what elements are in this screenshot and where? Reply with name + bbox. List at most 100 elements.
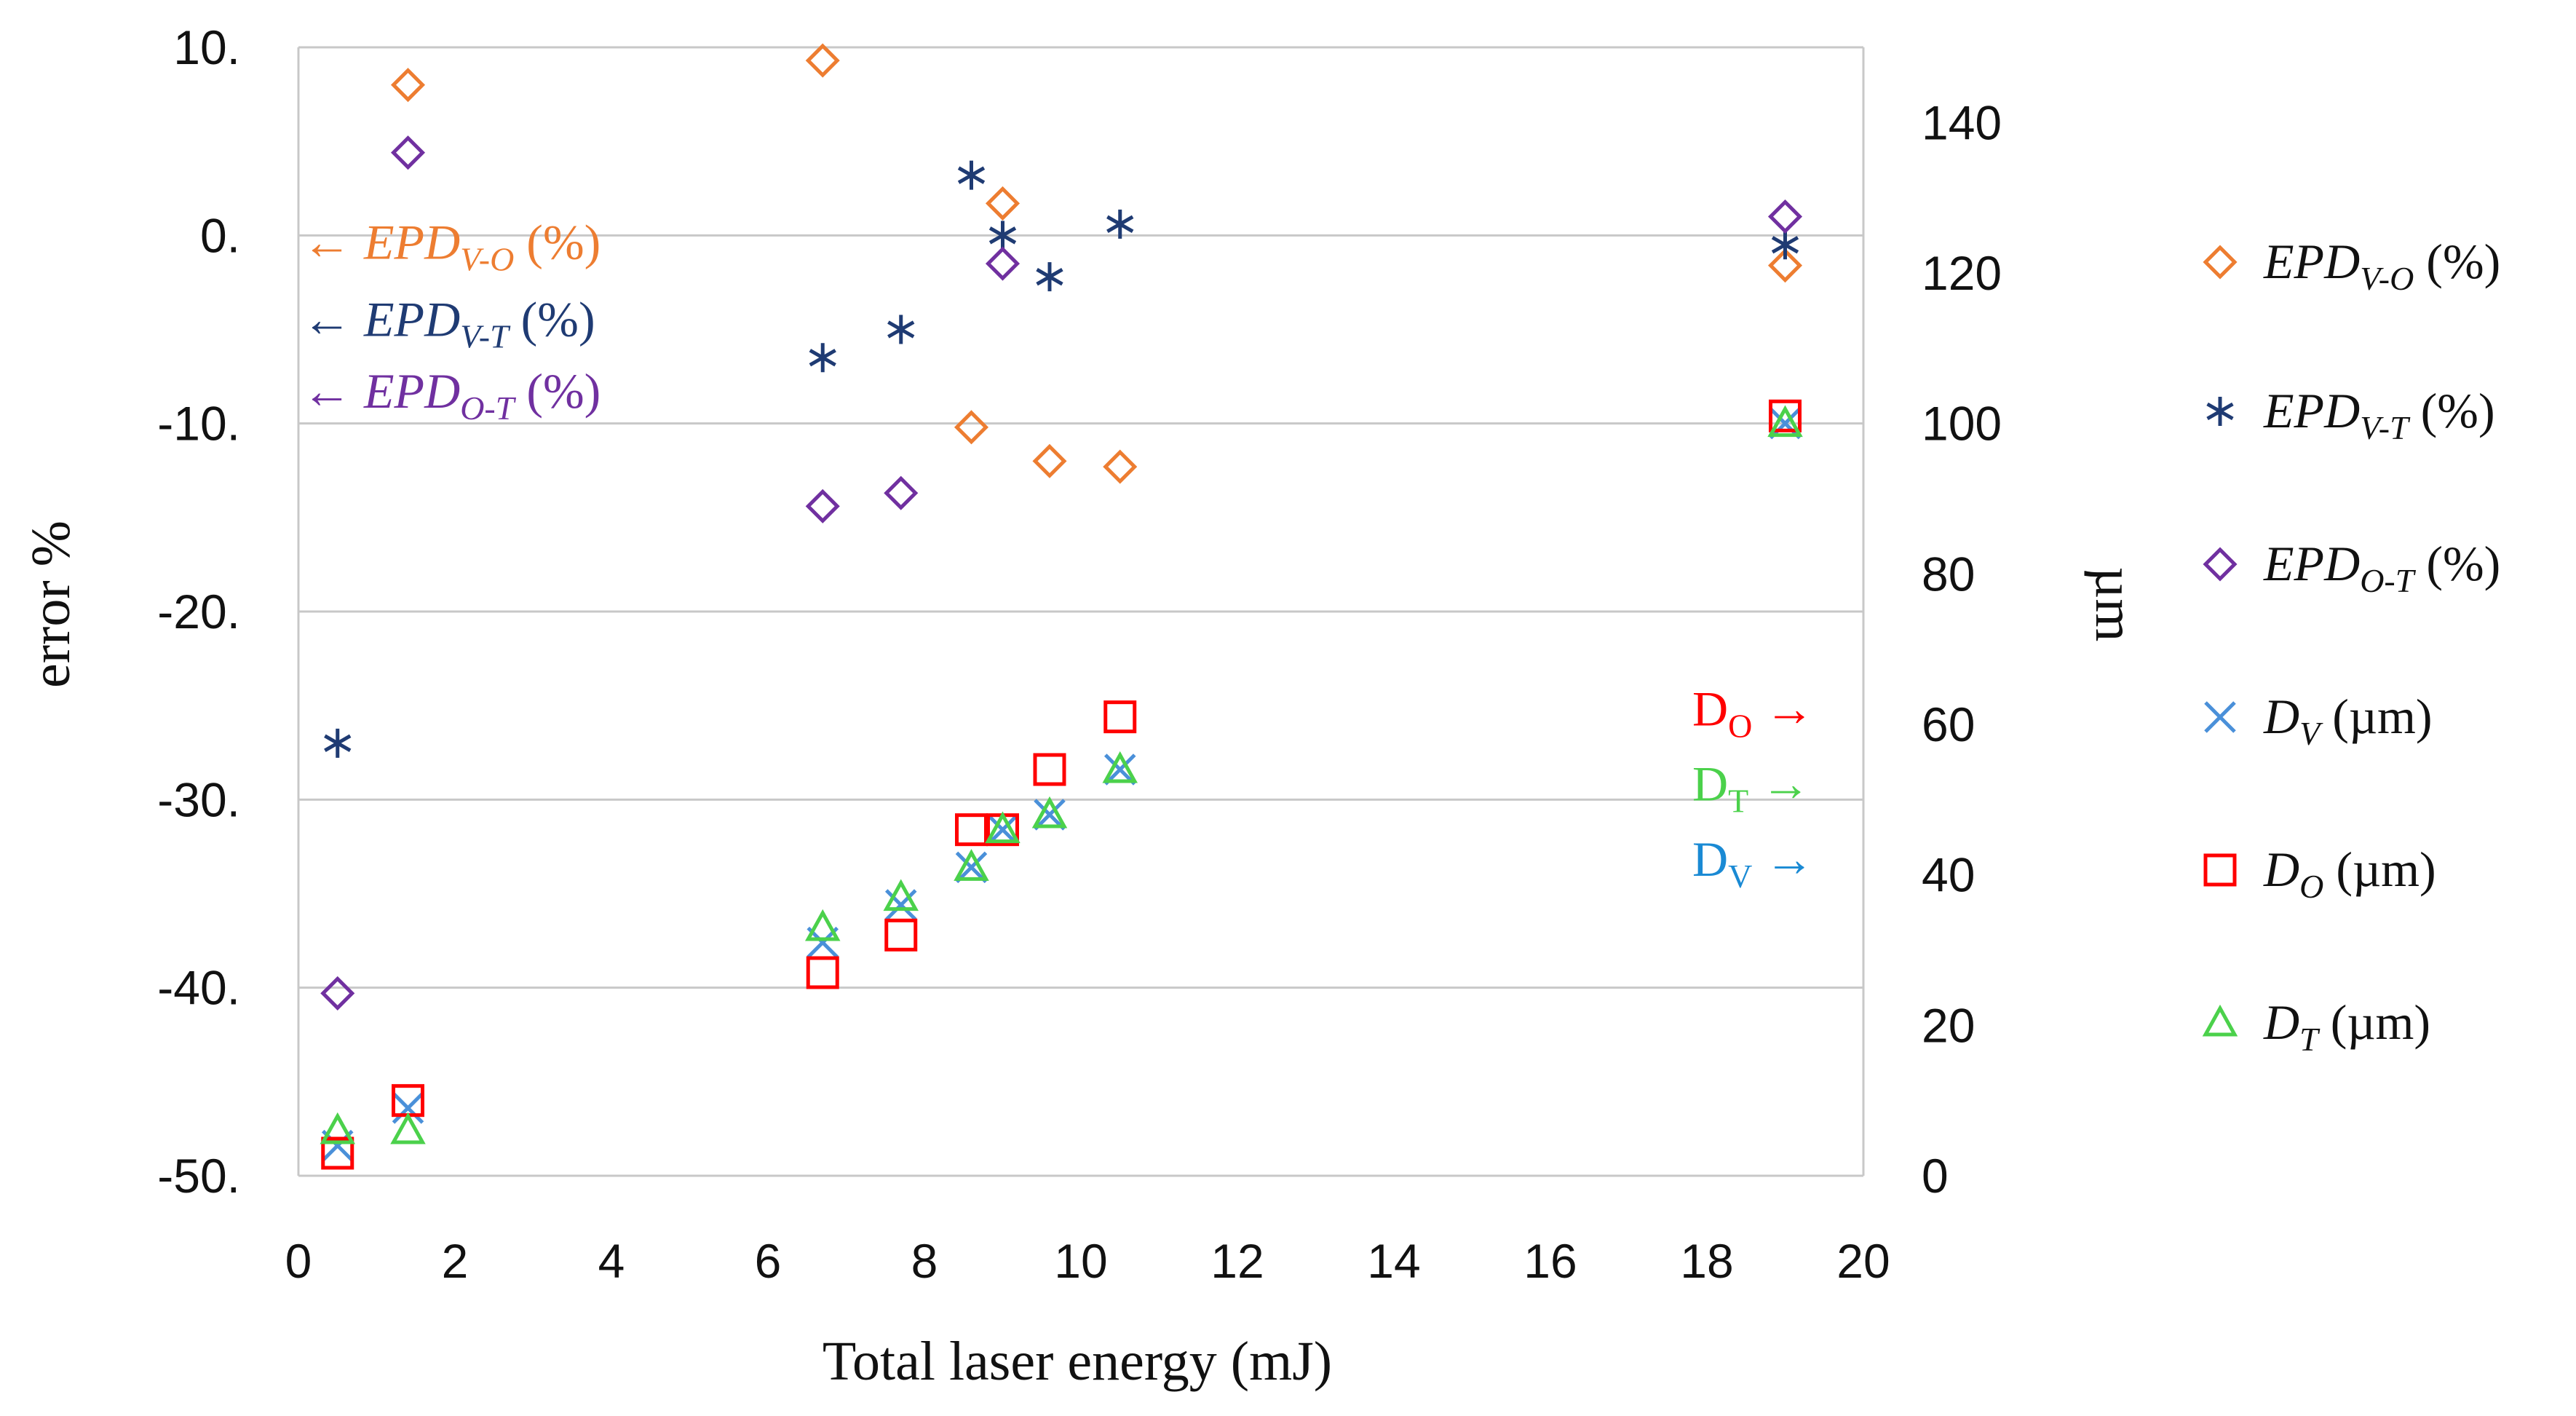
x-tick-label: 10 — [1054, 1234, 1107, 1288]
series-dt — [320, 405, 1803, 1144]
point-vo — [805, 43, 840, 78]
y-tick-label: -50. — [157, 1149, 240, 1203]
y-axis-label: error % — [20, 521, 82, 688]
point-do — [806, 956, 839, 989]
legend-label-ot: EPDO-T (%) — [2263, 536, 2500, 599]
legend-label-do: DO (µm) — [2263, 842, 2436, 905]
point-dt — [883, 879, 919, 911]
annotation-do: DO → — [1692, 681, 1814, 744]
point-dt — [954, 849, 989, 881]
point-ot — [390, 135, 426, 170]
point-ot — [1767, 199, 1803, 234]
legend-marker-do — [2203, 853, 2237, 887]
y2-tick-label: 40 — [1922, 848, 1975, 902]
point-vt — [809, 343, 836, 373]
point-vo — [1103, 449, 1138, 484]
legend-label-dv: DV (µm) — [2263, 689, 2433, 752]
legend-marker-ot — [2203, 547, 2238, 582]
x-tick-label: 16 — [1523, 1234, 1577, 1288]
point-dt — [320, 1112, 355, 1144]
point-vt — [1036, 262, 1063, 292]
y2-axis-label: µm — [2084, 567, 2145, 642]
legend-label-dt: DT (µm) — [2263, 994, 2430, 1058]
y2-tick-label: 20 — [1922, 998, 1975, 1052]
y-tick-label: 0. — [200, 208, 240, 262]
point-dv — [1034, 799, 1066, 831]
data-points — [320, 43, 1803, 1170]
annotations: ← EPDV-O (%) ← EPDV-T (%) ← EPDO-T (%) DO →… — [302, 215, 1814, 895]
series-vt — [324, 160, 1799, 758]
point-vt — [988, 221, 1017, 250]
point-dt — [1102, 751, 1138, 783]
y-tick-label: -10. — [157, 397, 240, 451]
x-tick-label: 6 — [755, 1234, 782, 1288]
series-vo — [390, 43, 1803, 484]
point-dt — [985, 811, 1021, 844]
point-dt — [805, 909, 841, 941]
point-do — [955, 813, 988, 847]
point-dt — [1031, 796, 1068, 828]
point-ot — [320, 976, 355, 1010]
point-dt — [1767, 405, 1803, 438]
point-do — [1769, 399, 1802, 432]
y2-tick-label: 100 — [1922, 397, 2002, 451]
annotation-dv: DV → — [1692, 831, 1814, 895]
x-tick-label: 18 — [1680, 1234, 1733, 1288]
legend-marker-vt — [2206, 397, 2234, 426]
y-tick-label: -20. — [157, 585, 240, 638]
x-tick-label: 0 — [285, 1234, 312, 1288]
point-vt — [1771, 230, 1799, 260]
point-ot — [985, 246, 1021, 281]
point-vo — [954, 410, 989, 445]
point-dv — [1769, 407, 1802, 440]
series-dv — [321, 407, 1802, 1162]
annotation-dt: DT → — [1692, 756, 1810, 820]
point-ot — [884, 475, 919, 510]
point-do — [1103, 700, 1137, 734]
y2-tick-label: 60 — [1922, 697, 1975, 751]
annotation-ot: ← EPDO-T (%) — [302, 363, 601, 427]
y2-tick-label: 140 — [1922, 95, 2002, 149]
series-ot — [320, 135, 1803, 1010]
point-vo — [1767, 248, 1803, 283]
annotation-vo: ← EPDV-O (%) — [302, 215, 601, 278]
y2-tick-label: 0 — [1922, 1149, 1949, 1203]
point-vt — [324, 728, 352, 758]
y2-tick-label: 120 — [1922, 246, 2002, 300]
x-tick-label: 2 — [442, 1234, 469, 1288]
x-tick-label: 14 — [1367, 1234, 1420, 1288]
y2-tick-label: 80 — [1922, 547, 1975, 601]
point-vt — [1106, 209, 1134, 239]
legend-marker-vo — [2203, 245, 2238, 280]
point-dt — [390, 1112, 426, 1144]
tick-labels: 0 2 4 6 8 10 12 14 16 18 20 -50. -40. -30. -20. -10. 0. 1… — [157, 20, 2002, 1288]
point-do — [884, 918, 918, 952]
point-vo — [390, 68, 426, 103]
x-tick-label: 20 — [1836, 1234, 1890, 1288]
x-axis-label: Total laser energy (mJ) — [823, 1331, 1332, 1392]
legend-marker-dt — [2202, 1004, 2238, 1037]
x-tick-label: 8 — [911, 1234, 938, 1288]
y-tick-label: -40. — [157, 961, 240, 1015]
legend: EPDV-O (%) EPDV-T (%) EPDO-T (%) DV (µm) DO … — [2202, 234, 2500, 1058]
point-dv — [1103, 754, 1136, 786]
point-vo — [985, 186, 1021, 221]
point-do — [1033, 753, 1066, 786]
point-ot — [805, 489, 840, 523]
point-do — [392, 1084, 424, 1118]
point-dv — [955, 851, 988, 884]
x-tick-label: 4 — [598, 1234, 625, 1288]
annotation-vt: ← EPDV-T (%) — [302, 292, 595, 355]
y-tick-label: -30. — [157, 772, 240, 826]
axes — [297, 47, 1865, 1177]
x-tick-label: 12 — [1210, 1234, 1264, 1288]
gridlines — [298, 46, 1863, 1177]
point-do — [321, 1136, 354, 1170]
legend-label-vo: EPDV-O (%) — [2263, 234, 2500, 297]
point-dv — [986, 813, 1019, 846]
point-vt — [957, 160, 986, 190]
point-dv — [884, 889, 917, 921]
series-do — [321, 399, 1802, 1170]
legend-label-vt: EPDV-T (%) — [2263, 383, 2495, 446]
